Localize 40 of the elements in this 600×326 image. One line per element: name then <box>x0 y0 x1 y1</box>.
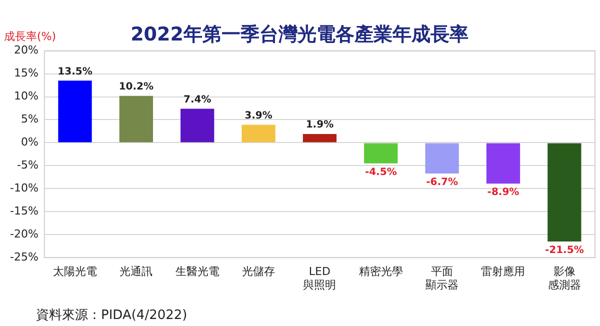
data-label: 3.9% <box>244 110 272 122</box>
data-label: -4.5% <box>364 166 397 178</box>
bar <box>58 80 92 142</box>
data-label: 1.9% <box>306 120 334 131</box>
y-tick-label: 0% <box>20 136 38 149</box>
y-tick-label: -20% <box>10 227 38 240</box>
x-tick-label: 太陽光電 <box>53 265 98 278</box>
x-tick-label: 影像感測器 <box>548 265 581 292</box>
x-tick-label: 光通訊 <box>120 265 153 278</box>
data-label: 13.5% <box>58 66 92 78</box>
source-note: 資料來源：PIDA(4/2022) <box>36 308 188 323</box>
x-tick-label: 雷射應用 <box>481 265 526 278</box>
bar <box>242 124 276 142</box>
x-tick-label: LED 與照明 <box>303 265 336 292</box>
y-tick-label: -15% <box>10 204 38 218</box>
bar <box>548 143 582 242</box>
bar <box>425 143 459 174</box>
y-tick-label: -25% <box>10 250 38 264</box>
bar <box>486 143 520 184</box>
bar <box>364 143 398 164</box>
y-tick-label: -10% <box>10 182 38 195</box>
data-label: -8.9% <box>487 187 520 198</box>
x-tick-label: 光儲存 <box>242 265 276 278</box>
y-axis-title: 成長率(%) <box>4 30 56 44</box>
chart-title: 2022年第一季台灣光電各產業年成長率 <box>130 23 468 46</box>
y-tick-label: 10% <box>14 90 38 103</box>
x-tick-label: 生醫光電 <box>175 265 220 278</box>
x-tick-label: 平面顯示器 <box>426 265 459 292</box>
y-tick-label: 5% <box>20 112 38 126</box>
data-label: -6.7% <box>426 177 458 188</box>
bar <box>302 134 337 142</box>
y-tick-label: -5% <box>16 158 38 172</box>
data-label: 10.2% <box>118 81 154 92</box>
data-label: -21.5% <box>544 245 584 256</box>
data-label: 7.4% <box>183 94 212 106</box>
y-tick-label: 20% <box>14 44 38 57</box>
bar <box>180 108 214 142</box>
bar <box>119 96 154 142</box>
x-tick-label: 精密光學 <box>358 265 403 278</box>
y-tick-label: 15% <box>14 66 38 80</box>
